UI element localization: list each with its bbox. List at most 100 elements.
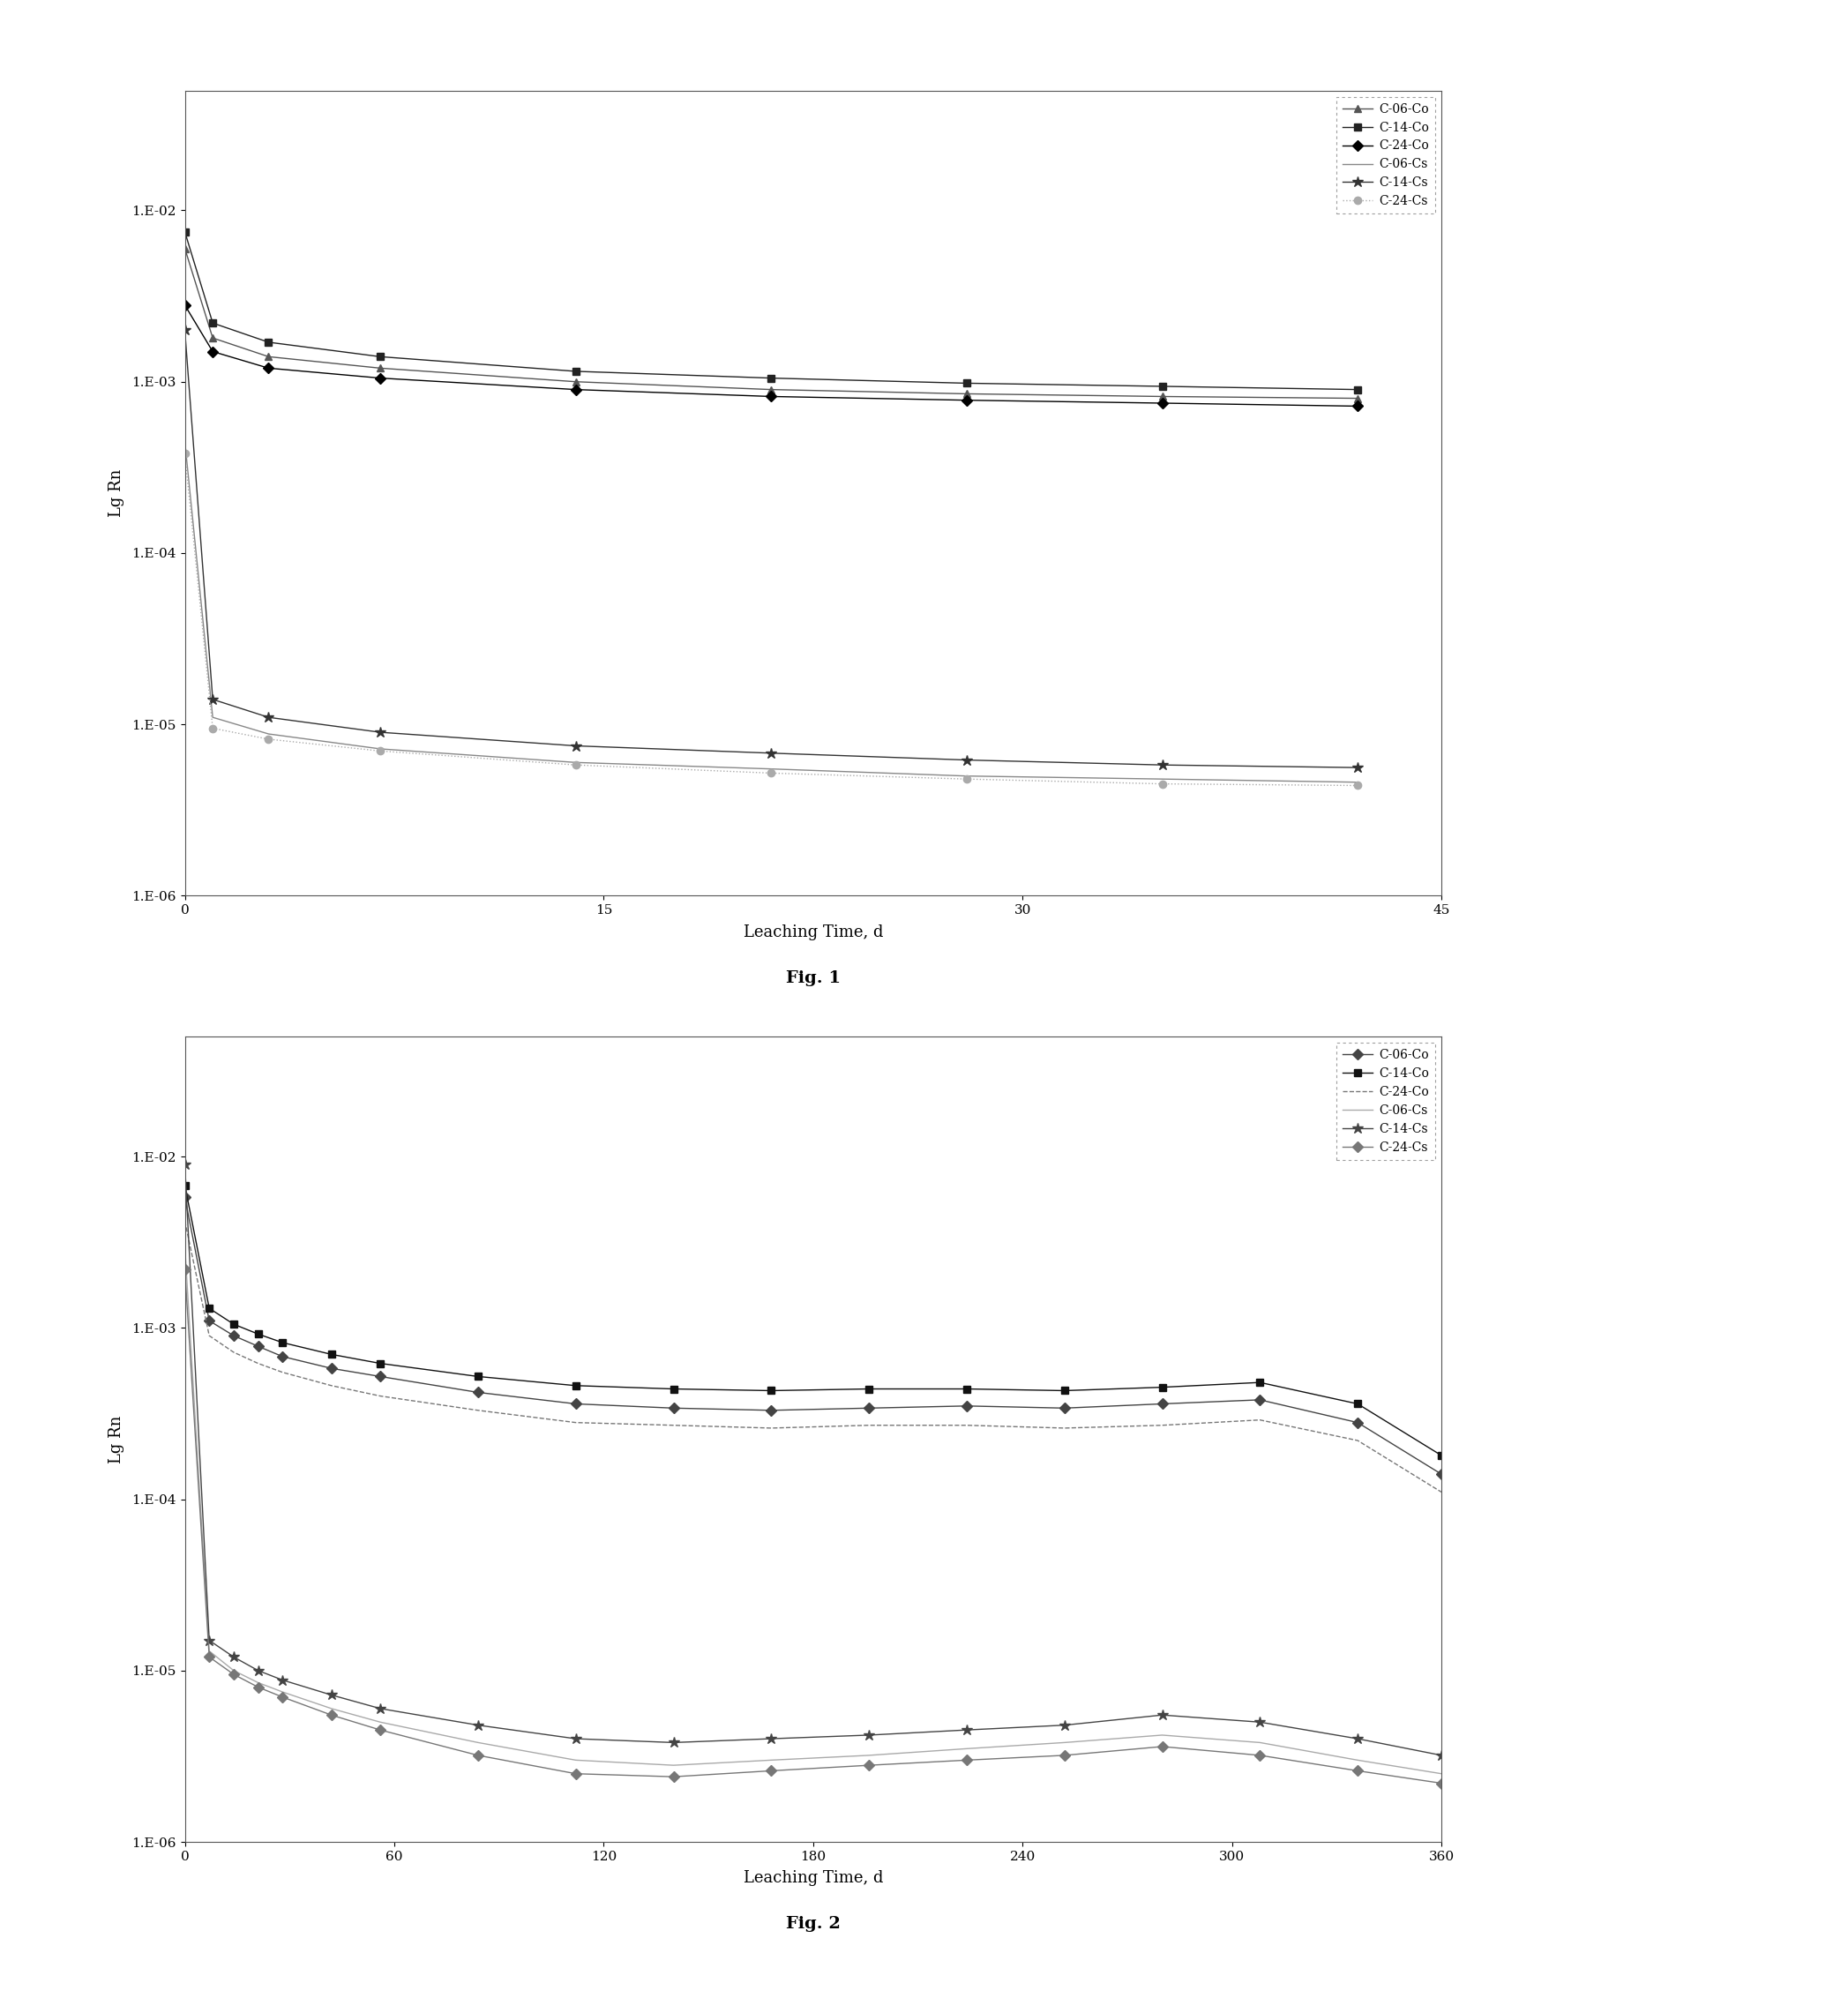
C-24-Cs — [1151, 1735, 1173, 1759]
C-14-Cs — [257, 705, 279, 729]
C-14-Co — [1053, 1379, 1076, 1403]
C-24-Cs — [370, 1717, 392, 1741]
C-06-Cs — [248, 1671, 270, 1695]
C-14-Cs — [857, 1723, 880, 1747]
C-06-Cs — [198, 1639, 220, 1663]
C-06-Co — [857, 1397, 880, 1421]
Line: C-14-Co: C-14-Co — [181, 227, 1362, 393]
C-06-Co — [257, 344, 279, 368]
C-24-Cs — [248, 1675, 270, 1699]
C-06-Co — [1151, 1391, 1173, 1415]
C-14-Cs — [320, 1683, 342, 1707]
C-14-Cs — [955, 1717, 978, 1741]
C-06-Co — [174, 236, 196, 260]
C-06-Cs — [1347, 1747, 1369, 1771]
C-24-Cs — [565, 753, 588, 777]
C-24-Co — [248, 1351, 270, 1375]
C-14-Co — [370, 1351, 392, 1375]
C-24-Cs — [955, 1747, 978, 1771]
C-14-Co — [174, 219, 196, 244]
C-06-Co — [201, 326, 224, 350]
C-24-Co — [955, 389, 978, 413]
C-14-Cs — [662, 1731, 684, 1755]
C-14-Cs — [201, 686, 224, 711]
C-14-Cs — [955, 749, 978, 773]
C-14-Cs — [565, 735, 588, 759]
C-06-Cs — [370, 737, 392, 761]
C-14-Co — [198, 1296, 220, 1321]
C-24-Cs — [370, 739, 392, 763]
C-06-Cs — [857, 1743, 880, 1767]
C-24-Co — [955, 1413, 978, 1437]
C-24-Cs — [955, 767, 978, 791]
C-06-Co — [565, 1391, 588, 1415]
C-24-Co — [760, 384, 782, 409]
C-14-Cs — [760, 1727, 782, 1751]
C-14-Cs — [1347, 755, 1369, 779]
Line: C-14-Cs: C-14-Cs — [179, 1159, 1447, 1761]
C-14-Cs — [1151, 1703, 1173, 1727]
C-14-Co — [174, 1174, 196, 1198]
C-14-Co — [760, 1379, 782, 1403]
C-14-Cs — [222, 1645, 244, 1669]
C-24-Cs — [257, 727, 279, 751]
C-06-Cs — [1151, 1723, 1173, 1747]
C-06-Co — [1151, 384, 1173, 409]
Line: C-06-Cs: C-06-Cs — [185, 441, 1358, 783]
C-24-Cs — [1430, 1771, 1453, 1796]
C-14-Cs — [1347, 1727, 1369, 1751]
C-14-Cs — [1249, 1711, 1271, 1735]
C-06-Co — [370, 1365, 392, 1389]
C-24-Cs — [662, 1765, 684, 1790]
C-14-Co — [565, 358, 588, 382]
C-06-Co — [1347, 1411, 1369, 1435]
C-06-Co — [222, 1325, 244, 1349]
Legend: C-06-Co, C-14-Co, C-24-Co, C-06-Cs, C-14-Cs, C-24-Cs: C-06-Co, C-14-Co, C-24-Co, C-06-Cs, C-14… — [1336, 97, 1436, 213]
C-06-Cs — [174, 429, 196, 453]
Line: C-06-Co: C-06-Co — [181, 246, 1362, 403]
C-14-Co — [248, 1323, 270, 1347]
C-06-Co — [760, 1399, 782, 1423]
C-14-Cs — [272, 1669, 294, 1693]
C-24-Co — [320, 1373, 342, 1397]
C-06-Cs — [468, 1731, 490, 1755]
C-14-Co — [201, 310, 224, 334]
C-06-Co — [1430, 1461, 1453, 1486]
C-06-Cs — [1430, 1761, 1453, 1786]
C-14-Cs — [370, 1697, 392, 1721]
C-06-Cs — [201, 705, 224, 729]
X-axis label: Leaching Time, d: Leaching Time, d — [743, 1870, 883, 1886]
C-24-Cs — [1249, 1743, 1271, 1767]
C-14-Cs — [1151, 753, 1173, 777]
C-24-Co — [257, 356, 279, 380]
C-06-Cs — [955, 1737, 978, 1761]
C-06-Co — [1053, 1397, 1076, 1421]
C-24-Co — [760, 1415, 782, 1439]
C-24-Cs — [857, 1753, 880, 1777]
C-06-Cs — [272, 1681, 294, 1705]
C-24-Co — [198, 1325, 220, 1349]
C-24-Co — [1347, 1429, 1369, 1453]
C-06-Cs — [222, 1659, 244, 1683]
C-14-Co — [370, 344, 392, 368]
Line: C-24-Cs: C-24-Cs — [181, 1266, 1445, 1788]
C-06-Cs — [760, 1747, 782, 1771]
C-24-Cs — [320, 1703, 342, 1727]
C-06-Cs — [1151, 767, 1173, 791]
C-06-Co — [1347, 386, 1369, 411]
C-06-Co — [174, 1186, 196, 1210]
C-14-Cs — [370, 721, 392, 745]
Y-axis label: Lg Rn: Lg Rn — [109, 1415, 124, 1463]
C-24-Co — [174, 294, 196, 318]
C-14-Cs — [1430, 1743, 1453, 1767]
C-14-Co — [1347, 1391, 1369, 1415]
C-06-Co — [662, 1397, 684, 1421]
C-06-Co — [198, 1308, 220, 1333]
Line: C-24-Cs: C-24-Cs — [181, 451, 1362, 789]
C-06-Co — [1249, 1387, 1271, 1411]
C-24-Cs — [1347, 1759, 1369, 1784]
C-14-Cs — [174, 318, 196, 342]
C-14-Co — [1249, 1371, 1271, 1395]
C-06-Cs — [1347, 771, 1369, 795]
C-24-Co — [1347, 395, 1369, 419]
